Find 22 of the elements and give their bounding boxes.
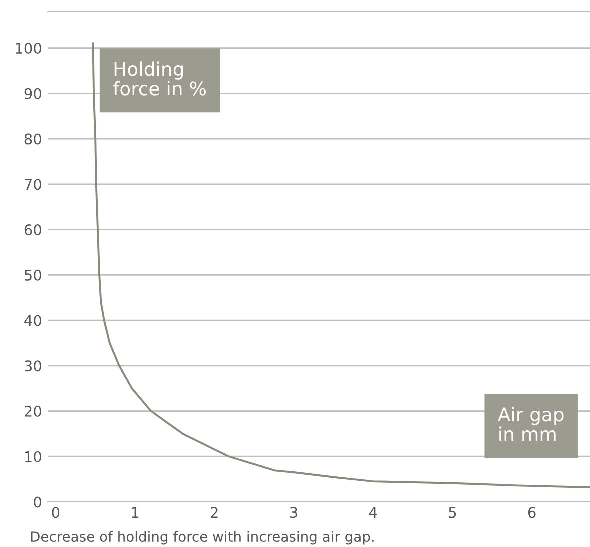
x-tick-label: 3 xyxy=(290,507,298,518)
y-tick-label: 40 xyxy=(24,315,42,326)
x-tick-label: 4 xyxy=(369,507,378,518)
y-tick-label: 0 xyxy=(34,496,42,508)
x-axis-title: Air gap in mm xyxy=(498,407,564,442)
x-tick-label: 5 xyxy=(449,507,456,518)
y-tick-label: 100 xyxy=(16,43,42,54)
y-tick-label: 90 xyxy=(24,88,42,100)
text: Decrease of holding force with increasing air gap. xyxy=(31,531,374,545)
y-tick-label: 50 xyxy=(25,270,42,281)
y-axis-title: Holding force in % xyxy=(113,62,206,96)
x-tick-label: 0 xyxy=(52,507,60,518)
x-tick-label: 2 xyxy=(211,507,218,518)
y-tick-label: 20 xyxy=(24,406,42,418)
x-tick-label: 6 xyxy=(528,507,536,518)
y-tick-label: 80 xyxy=(24,134,42,145)
y-tick-label: 60 xyxy=(24,224,42,236)
x-tick-label: 1 xyxy=(132,507,139,518)
y-tick-label: 30 xyxy=(25,360,42,372)
y-tick-label: 10 xyxy=(25,451,42,462)
line-series xyxy=(92,42,590,488)
y-tick-label: 70 xyxy=(25,179,42,190)
